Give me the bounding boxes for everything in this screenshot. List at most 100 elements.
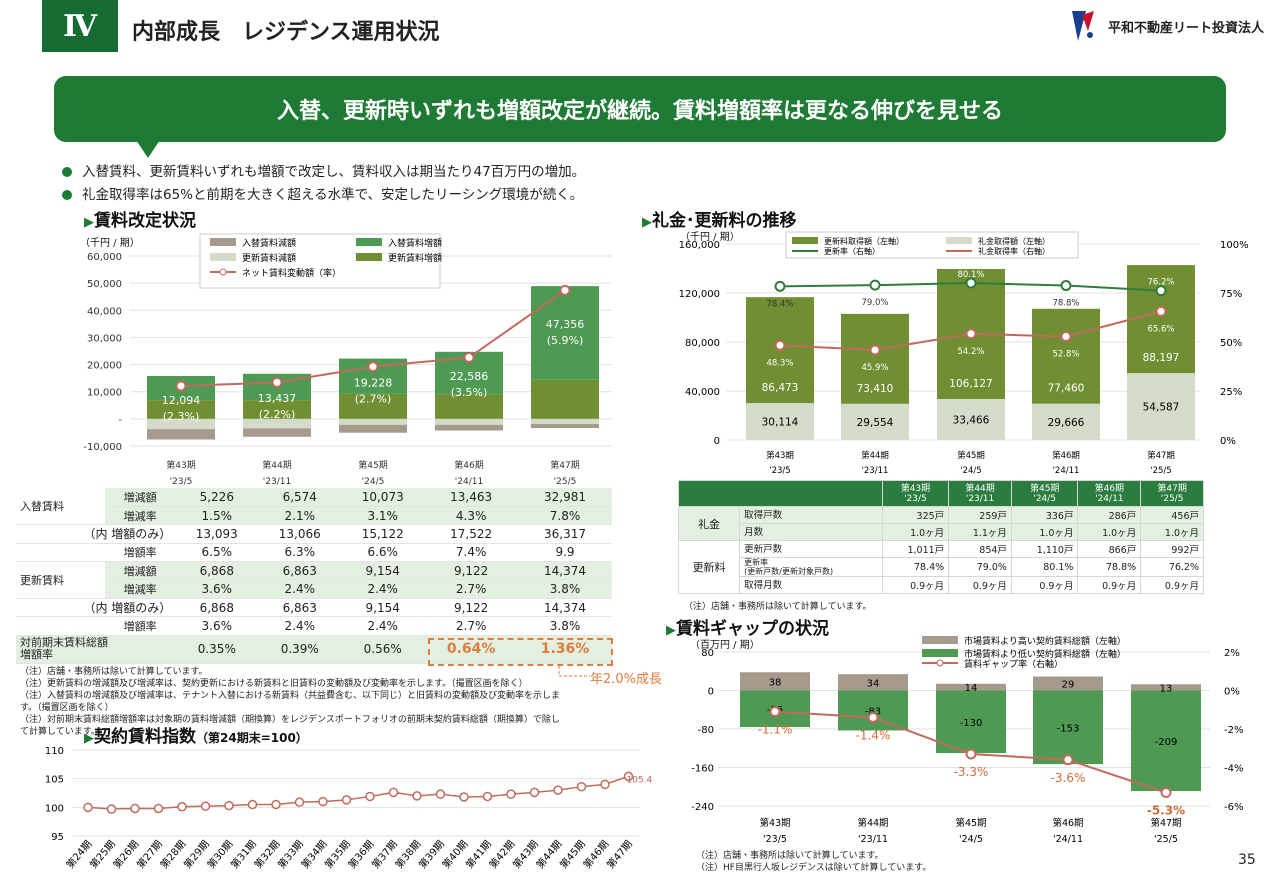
table-cell: 9,154 [341, 561, 425, 581]
x-tick-date: '25/5 [1154, 834, 1178, 845]
table-row: （内 増額のみ） 13,093 13,066 15,122 17,522 36,317 [16, 524, 612, 544]
net-change-point [463, 352, 475, 364]
table-row: 更新賃料 増減額 6,868 6,863 9,154 9,122 14,374 [16, 561, 612, 599]
index-point [271, 799, 281, 810]
table-cell: 0.56% [341, 635, 425, 664]
empty-cell [16, 543, 106, 563]
empty-cell [16, 616, 106, 636]
index-point [200, 801, 211, 811]
index-point [388, 787, 399, 798]
legend-swatch [792, 237, 818, 244]
table-cell: 456戸 [1140, 506, 1204, 524]
x-tick-date: '24/5 [960, 466, 981, 476]
table-cell: 1.0ヶ月 [1010, 523, 1079, 541]
table-cell: 0.9ヶ月 [1010, 576, 1079, 594]
legend-label: 入替賃料増額 [388, 237, 442, 249]
x-tick-date: '25/5 [554, 477, 577, 487]
legend-label: 更新賃料減額 [242, 252, 296, 264]
table-cell: 325戸 [881, 506, 950, 524]
index-point [459, 792, 469, 802]
key-money-label: 29,554 [857, 417, 894, 429]
index-point [106, 804, 117, 814]
index-point [318, 796, 328, 807]
table-cell: 259戸 [948, 506, 1012, 524]
table-cell: 286戸 [1077, 506, 1142, 524]
table-cell: 4.3% [424, 506, 519, 526]
x-tick-period: 第45期 [358, 459, 387, 471]
index-point [623, 771, 634, 782]
header-cell: 第44期 '23/11 [948, 480, 1012, 507]
table-cell: 2.4% [258, 616, 342, 636]
index-point [341, 795, 352, 805]
net-rate-label: (2.7%) [355, 393, 392, 406]
renewal-fee-label: 88,197 [1143, 352, 1180, 364]
y-tick-label: 160,000 [679, 240, 720, 251]
net-value-label: 13,437 [258, 392, 297, 405]
table-row: （内 増額のみ） 6,868 6,863 9,154 9,122 14,374 [16, 598, 612, 618]
legend-swatch [356, 238, 382, 246]
bar-renewal-decrease [435, 418, 503, 425]
bar-below-market [1131, 690, 1201, 792]
company-logo: 平和不動産リート投資法人 [1068, 8, 1268, 44]
bar-replacement-decrease [339, 424, 407, 433]
bar-renewal-increase-upd [531, 379, 599, 419]
highlight-box [428, 638, 613, 666]
table-cell: 2.7% [424, 579, 519, 599]
below-value-label: -153 [1057, 723, 1080, 734]
bullet-1: 入替賃料、更新賃料いずれも増額で改定し、賃料収入は期当たり47百万円の増加。 [62, 160, 585, 180]
table-cell: 1,011戸 [881, 540, 950, 558]
rent-revision-table: 入替賃料 増減額 5,226 6,574 10,073 13,463 32,981 増減率 1.… [16, 488, 612, 664]
index-point [247, 799, 258, 810]
rent-revision-chart: 60,000 50,000 40,000 30,000 20,000 10,000 - -10… [83, 233, 612, 487]
renewal-fee-label: 77,460 [1048, 383, 1085, 395]
row-label: 月数 [739, 523, 883, 541]
page-title: 内部成長 レジデンス運用状況 [132, 20, 440, 45]
bar-renewal-fee [1032, 308, 1100, 404]
y-tick-label: 80 [701, 648, 714, 659]
gap-rate-point [769, 706, 781, 718]
x-tick-date: '23/5 [170, 477, 193, 487]
index-point [482, 791, 493, 802]
table-cell: 13,066 [258, 524, 342, 544]
x-tick-period: 第45期 [957, 450, 985, 461]
row-label: 増減率 [105, 506, 176, 526]
rent-revision-heading: ▶賃料改定状況 [84, 211, 196, 231]
table-cell: 1.1ヶ月 [948, 523, 1012, 541]
row-group-label: 更新料 [677, 540, 741, 594]
bar-renewal-fee [841, 313, 909, 404]
header-cell: 第43期 '23/5 [881, 480, 950, 507]
bar-below-market [838, 690, 908, 731]
index-point [576, 781, 587, 792]
index-point [553, 785, 563, 795]
rate-point [965, 277, 977, 289]
table-cell: 1.0ヶ月 [1140, 523, 1204, 541]
bullet-dot-icon [62, 167, 72, 177]
table-cell: 9,122 [424, 561, 519, 581]
bar-below-market [1033, 690, 1103, 765]
index-point [506, 789, 516, 799]
index-point [130, 803, 140, 814]
y2-tick-label: -6% [1224, 802, 1243, 813]
renewal-rate-label: 78.4% [766, 299, 793, 309]
key-money-note: （注）店舗・事務所は除いて計算しています。 [684, 602, 872, 612]
table-cell: 2.4% [341, 616, 425, 636]
y-tick-label: 60,000 [87, 252, 122, 263]
y-tick-label: 80,000 [685, 338, 720, 349]
x-tick-date: '24/11 [1053, 466, 1080, 476]
bar-replacement-decrease [531, 424, 599, 429]
table-cell: 6.6% [341, 543, 425, 563]
bullet-dot-icon [62, 190, 72, 200]
table-row: 月数 1.0ヶ月 1.1ヶ月 1.0ヶ月 1.0ヶ月 1.0ヶ月 [678, 523, 1204, 541]
table-row: 入替賃料 増減額 5,226 6,574 10,073 13,463 32,981 [16, 488, 612, 526]
table-cell: 336戸 [1010, 506, 1079, 524]
legend-swatch [922, 636, 958, 644]
x-tick-date: '24/5 [959, 834, 983, 845]
table-cell: 80.1% [1010, 557, 1079, 577]
footnote: （注）入替賃料の増減額及び増減率は、テナント入替における新賃料（共益費含む、以下… [20, 691, 561, 713]
table-cell: 78.4% [881, 557, 950, 577]
row-label: 取得戸数 [739, 506, 883, 524]
net-rate-label: (5.9%) [547, 334, 584, 347]
x-tick-date: '24/11 [455, 477, 483, 487]
renewal-rate-label: 78.8% [1052, 299, 1079, 309]
y2-tick-label: 25% [1220, 387, 1242, 398]
